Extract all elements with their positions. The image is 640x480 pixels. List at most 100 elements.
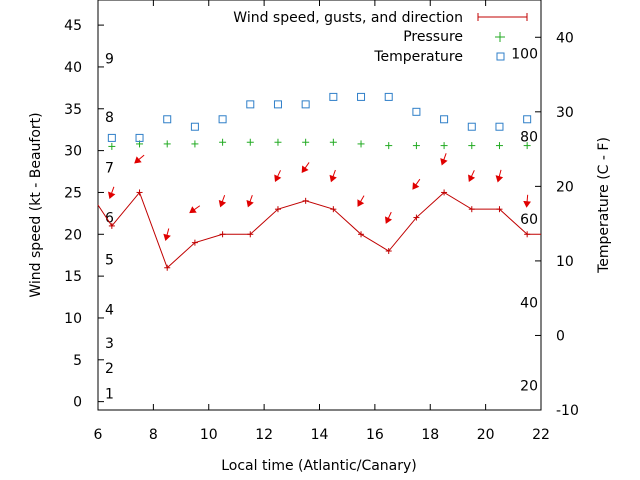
fahrenheit-label: 100 — [511, 47, 538, 63]
beaufort-label: 3 — [105, 336, 114, 352]
x-tick-label: 6 — [94, 427, 103, 443]
legend: Wind speed, gusts, and direction Pressur… — [233, 10, 528, 65]
wind-direction-arrow — [329, 169, 337, 183]
pressure-point — [412, 142, 420, 150]
wind-direction-arrow — [468, 170, 476, 183]
wind-point — [136, 189, 143, 196]
beaufort-label: 9 — [105, 52, 114, 68]
y-tick-label: 30 — [64, 144, 82, 160]
y2-tick-label: -10 — [556, 403, 579, 419]
x-tick-label: 16 — [366, 427, 384, 443]
wind-direction-arrow — [163, 228, 171, 242]
fahrenheit-label: 20 — [520, 378, 538, 394]
wind-direction-arrow — [246, 195, 254, 208]
y-tick-label: 10 — [64, 311, 82, 327]
wind-point — [108, 222, 115, 229]
wind-point — [413, 214, 420, 221]
wind-point — [468, 206, 475, 213]
pressure-point — [163, 140, 171, 148]
beaufort-label: 5 — [105, 252, 114, 268]
wind-point — [496, 206, 503, 213]
fahrenheit-label: 60 — [520, 212, 538, 228]
pressure-point — [523, 142, 531, 150]
beaufort-label: 4 — [105, 303, 114, 319]
wind-direction-arrow — [218, 195, 227, 208]
pressure-point — [108, 142, 116, 150]
wind-direction-arrow — [301, 162, 310, 174]
wind-speed-line — [97, 191, 541, 269]
x-tick-label: 10 — [200, 427, 218, 443]
beaufort-label: 6 — [105, 211, 114, 227]
legend-label-temperature: Temperature — [373, 49, 463, 65]
y2-tick-label: 30 — [556, 105, 574, 121]
wind-direction-arrow — [440, 153, 448, 166]
pressure-point — [495, 142, 503, 150]
x-tick-label: 8 — [149, 427, 158, 443]
wind-point — [385, 248, 392, 255]
pressure-point — [246, 138, 254, 146]
legend-sample-wind — [477, 13, 528, 21]
wind-point — [191, 239, 198, 246]
legend-sample-pressure — [495, 32, 505, 42]
wind-point — [441, 189, 448, 196]
wind-direction-arrow — [134, 154, 145, 164]
beaufort-label: 7 — [105, 160, 114, 176]
pressure-point — [357, 140, 365, 148]
wind-point — [302, 197, 309, 204]
y-tick-label: 35 — [64, 102, 82, 118]
wind-direction-arrow — [274, 170, 282, 183]
temperature-point — [246, 100, 255, 109]
y-tick-label: 20 — [64, 227, 82, 243]
x-tick-label: 22 — [532, 427, 550, 443]
x-tick-label: 14 — [311, 427, 329, 443]
y-tick-label: 25 — [64, 185, 82, 201]
wind-direction-arrow — [495, 169, 504, 183]
wind-point — [274, 206, 281, 213]
wind-direction-arrow — [384, 211, 393, 224]
y-tick-label: 40 — [64, 60, 82, 76]
temperature-point — [190, 122, 199, 131]
temperature-point — [107, 133, 116, 142]
y-tick-label: 45 — [64, 18, 82, 34]
temperature-point — [273, 100, 282, 109]
pressure-point — [468, 142, 476, 150]
y2-tick-label: 0 — [556, 328, 565, 344]
temperature-point — [384, 92, 393, 101]
y2-tick-label: 40 — [556, 30, 574, 46]
legend-label-wind: Wind speed, gusts, and direction — [233, 10, 463, 26]
pressure-point — [302, 138, 310, 146]
x-tick-label: 20 — [477, 427, 495, 443]
beaufort-label: 1 — [105, 386, 114, 402]
temperature-point — [329, 92, 338, 101]
legend-sample-temperature — [496, 52, 505, 61]
beaufort-label: 2 — [105, 361, 114, 377]
y-axis-title: Wind speed (kt - Beaufort) — [28, 112, 44, 297]
y2-tick-label: 20 — [556, 179, 574, 195]
pressure-point — [385, 142, 393, 150]
temperature-point — [135, 133, 144, 142]
temperature-point — [467, 122, 476, 131]
wind-point — [330, 206, 337, 213]
wind-direction-arrow — [189, 205, 201, 214]
legend-label-pressure: Pressure — [403, 29, 463, 45]
temperature-point — [523, 115, 532, 124]
pressure-point — [191, 140, 199, 148]
temperature-point — [412, 107, 421, 116]
wind-direction-arrow — [412, 178, 421, 190]
pressure-point — [274, 138, 282, 146]
temperature-point — [357, 92, 366, 101]
wind-direction-arrow — [523, 194, 531, 208]
temperature-point — [163, 115, 172, 124]
wind-direction-arrow — [108, 186, 116, 200]
fahrenheit-label: 80 — [520, 129, 538, 145]
wind-point — [164, 264, 171, 271]
x-tick-label: 18 — [421, 427, 439, 443]
y2-tick-label: 10 — [556, 254, 574, 270]
pressure-point — [329, 138, 337, 146]
y-tick-label: 15 — [64, 269, 82, 285]
pressure-point — [440, 142, 448, 150]
x-axis-title: Local time (Atlantic/Canary) — [221, 458, 417, 474]
x-tick-label: 12 — [255, 427, 273, 443]
temperature-point — [301, 100, 310, 109]
